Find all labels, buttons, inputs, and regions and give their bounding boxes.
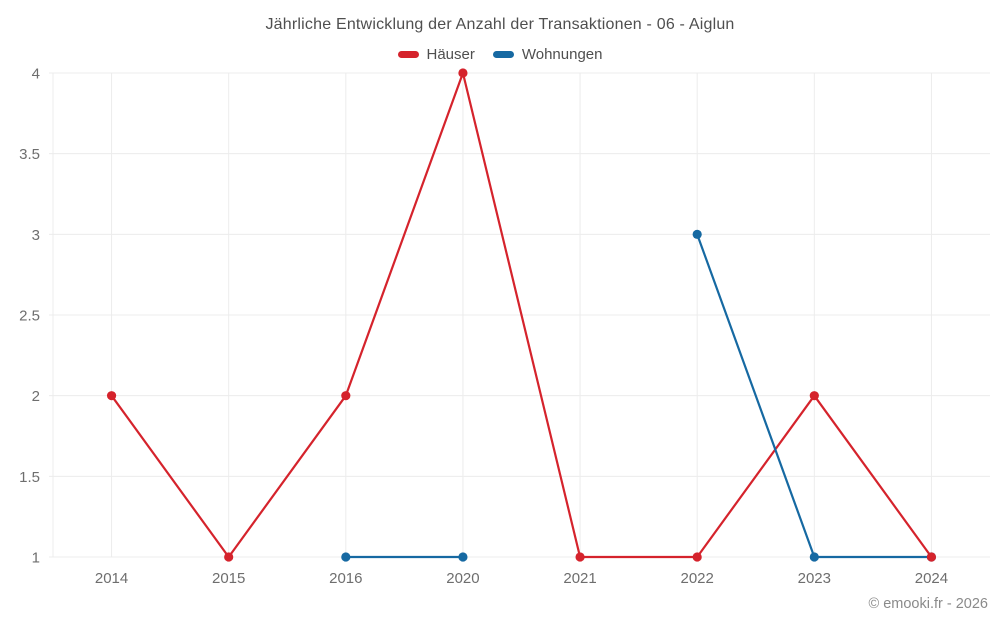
copyright: © emooki.fr - 2026 <box>868 596 988 612</box>
y-tick-label: 1 <box>32 550 40 567</box>
x-tick-label: 2024 <box>915 570 948 587</box>
legend-label-wohnungen: Wohnungen <box>521 46 603 63</box>
x-tick-label: 2015 <box>212 570 245 587</box>
y-tick-label: 3.5 <box>19 146 40 163</box>
y-tick-label: 3 <box>32 227 40 244</box>
legend: Häuser Wohnungen <box>0 46 1000 63</box>
legend-swatch-wohnungen-icon <box>492 51 514 58</box>
y-tick-label: 2 <box>32 388 40 405</box>
x-tick-label: 2016 <box>329 570 362 587</box>
y-tick-label: 1.5 <box>19 469 40 486</box>
legend-label-haeuser: Häuser <box>426 46 475 63</box>
data-point-0[interactable] <box>458 68 468 78</box>
x-tick-label: 2023 <box>798 570 831 587</box>
data-point-1[interactable] <box>458 552 468 562</box>
y-tick-label: 4 <box>32 66 40 83</box>
data-point-0[interactable] <box>809 391 819 401</box>
x-tick-label: 2022 <box>681 570 714 587</box>
x-tick-label: 2014 <box>95 570 128 587</box>
data-point-0[interactable] <box>341 391 351 401</box>
data-point-0[interactable] <box>926 552 937 562</box>
data-point-0[interactable] <box>692 552 702 562</box>
data-point-1[interactable] <box>341 552 351 562</box>
legend-item-wohnungen[interactable]: Wohnungen <box>492 46 603 63</box>
legend-item-haeuser[interactable]: Häuser <box>397 46 475 63</box>
data-point-0[interactable] <box>575 552 585 562</box>
data-point-0[interactable] <box>106 391 117 401</box>
data-point-0[interactable] <box>224 552 234 562</box>
x-tick-label: 2020 <box>446 570 479 587</box>
data-point-1[interactable] <box>809 552 819 562</box>
data-point-1[interactable] <box>692 229 702 239</box>
legend-swatch-haeuser-icon <box>397 51 419 58</box>
chart-title: Jährliche Entwicklung der Anzahl der Tra… <box>265 16 735 33</box>
x-tick-label: 2021 <box>563 570 596 587</box>
series-line-0 <box>110 71 933 559</box>
y-tick-label: 2.5 <box>19 308 40 325</box>
